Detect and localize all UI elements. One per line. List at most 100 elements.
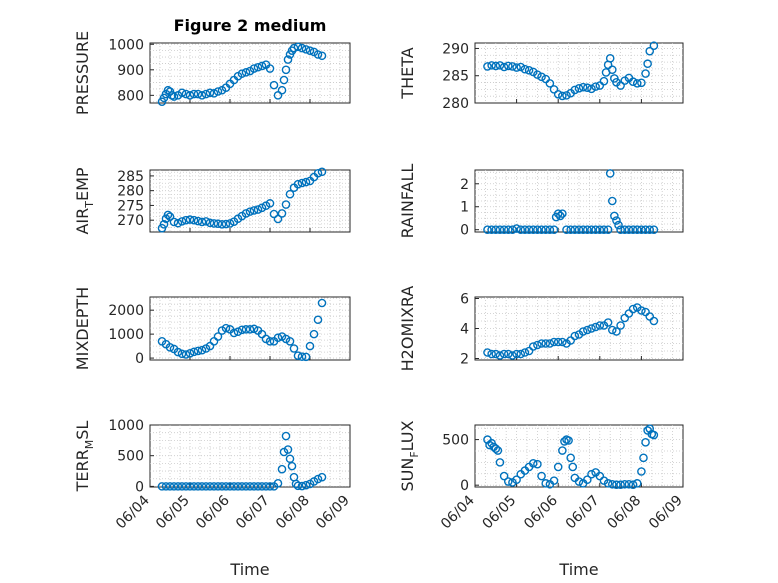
data-point — [512, 224, 521, 233]
data-point — [485, 440, 494, 450]
data-point — [285, 337, 295, 346]
data-point — [499, 349, 509, 359]
data-point — [570, 225, 580, 235]
data-point — [524, 225, 534, 235]
data-point — [253, 205, 263, 214]
data-point — [257, 482, 267, 491]
data-point — [487, 349, 496, 359]
y-label-tail: EMP — [73, 167, 92, 201]
data-series — [157, 42, 327, 107]
data-point — [558, 91, 567, 101]
data-point — [607, 196, 617, 206]
y-tick-label: 280 — [442, 96, 469, 112]
y-label-subscript: F — [408, 451, 421, 457]
data-point — [568, 462, 578, 472]
data-point — [520, 348, 530, 357]
data-point — [645, 424, 655, 433]
data-point — [491, 349, 501, 359]
data-point — [645, 225, 655, 235]
data-point — [265, 337, 275, 346]
y-tick-label: 285 — [117, 169, 144, 185]
data-point — [641, 69, 650, 78]
data-point — [566, 225, 575, 235]
y-label-main: RAINFALL — [398, 164, 417, 239]
data-point — [283, 445, 293, 454]
data-point — [281, 431, 291, 441]
data-point — [185, 215, 195, 224]
data-point — [628, 77, 638, 87]
data-point — [595, 225, 605, 235]
y-tick-label: 1 — [460, 200, 469, 216]
data-series — [483, 303, 659, 360]
data-point — [213, 332, 223, 341]
data-point — [245, 482, 255, 491]
data-point — [221, 482, 231, 491]
data-point — [241, 68, 251, 77]
data-point — [583, 83, 592, 93]
data-point — [578, 327, 588, 336]
data-point — [185, 482, 195, 491]
data-point — [649, 41, 659, 51]
data-point — [273, 333, 283, 343]
data-point — [493, 446, 503, 455]
y-label-main: MIXDEPTH — [73, 287, 92, 370]
data-point — [603, 479, 613, 488]
data-point — [205, 218, 215, 228]
y-tick-label: 275 — [117, 198, 144, 214]
data-point — [491, 225, 501, 235]
data-point — [313, 315, 323, 325]
data-point — [241, 482, 251, 491]
data-series — [157, 431, 327, 491]
data-point — [261, 482, 271, 491]
data-point — [201, 217, 211, 226]
data-point — [273, 479, 283, 488]
data-point — [189, 215, 199, 225]
data-point — [549, 337, 559, 347]
data-point — [583, 325, 592, 335]
data-point — [305, 46, 315, 55]
data-point — [245, 325, 255, 334]
data-point — [173, 218, 183, 228]
data-point — [508, 225, 517, 235]
data-point — [553, 209, 563, 218]
data-point — [499, 225, 509, 235]
data-point — [177, 482, 187, 491]
data-point — [495, 458, 505, 467]
data-point — [570, 85, 580, 95]
data-point — [639, 453, 648, 463]
y-label-main: THETA — [398, 47, 417, 99]
data-point — [209, 88, 219, 98]
data-point — [301, 45, 311, 54]
data-point — [512, 475, 521, 485]
data-point — [545, 79, 555, 88]
data-point — [574, 477, 584, 486]
y-tick-label: 2 — [460, 352, 469, 368]
data-point — [508, 351, 517, 360]
data-point — [553, 89, 563, 99]
y-label-main: TERR — [73, 449, 92, 492]
data-point — [503, 225, 513, 235]
data-point — [599, 225, 609, 235]
data-point — [169, 92, 179, 101]
data-point — [616, 480, 625, 490]
data-series — [483, 424, 659, 490]
data-point — [281, 65, 291, 75]
data-point — [558, 209, 567, 218]
x-axis-label: Time — [229, 560, 269, 579]
y-tick-label: 500 — [117, 449, 144, 465]
data-point — [257, 61, 267, 71]
data-point — [185, 348, 195, 358]
data-point — [277, 464, 287, 474]
y-tick-label: 285 — [442, 69, 469, 85]
data-point — [225, 482, 235, 491]
y-label-main: SUN — [398, 458, 417, 492]
data-point — [277, 209, 287, 218]
data-point — [549, 225, 559, 235]
data-point — [632, 479, 642, 488]
data-point — [181, 482, 191, 491]
data-point — [528, 225, 538, 235]
data-point — [562, 225, 571, 235]
data-point — [512, 349, 521, 359]
subplot-6: 6 4 2 H2OMIXRA — [398, 286, 684, 371]
y-label-subscript: M — [83, 440, 96, 450]
